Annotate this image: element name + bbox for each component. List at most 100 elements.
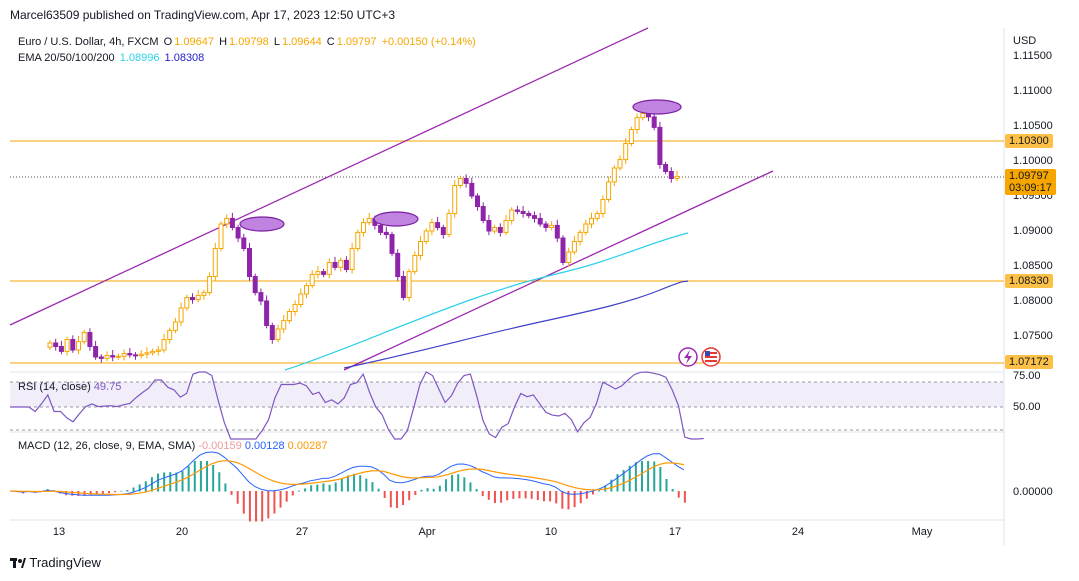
y-tick: 1.09000 bbox=[1013, 225, 1053, 237]
candle-body bbox=[286, 311, 292, 322]
candle-body bbox=[338, 259, 344, 268]
candle-body bbox=[133, 354, 138, 357]
macd-bar bbox=[279, 491, 282, 508]
current-price-value: 1.09797 bbox=[1009, 170, 1049, 182]
candle-body bbox=[389, 234, 395, 254]
candle-body bbox=[492, 227, 498, 232]
macd-histogram bbox=[10, 461, 686, 522]
macd-legend: MACD (12, 26, close, 9, EMA, SMA) -0.001… bbox=[18, 440, 327, 452]
macd-bar bbox=[71, 491, 74, 496]
macd-hist-value: -0.00159 bbox=[198, 440, 242, 452]
candle-body bbox=[81, 332, 87, 343]
macd-bar bbox=[328, 484, 331, 492]
candle-body bbox=[195, 294, 201, 301]
rsi-legend: RSI (14, close) 49.75 bbox=[18, 381, 121, 393]
macd-bar bbox=[114, 491, 117, 493]
candle-body bbox=[258, 292, 264, 302]
channel-lower-line bbox=[343, 170, 774, 371]
candle-body bbox=[663, 164, 669, 172]
close-key: C bbox=[326, 36, 335, 48]
candle-body bbox=[70, 339, 76, 351]
currency-label: USD bbox=[1013, 35, 1037, 47]
rsi-label[interactable]: RSI (14, close) bbox=[18, 381, 91, 393]
candle-body bbox=[309, 273, 315, 287]
candle-body bbox=[172, 321, 178, 331]
x-tick-apr: Apr bbox=[418, 526, 436, 538]
high-value: 1.09798 bbox=[229, 36, 269, 48]
y-tick: 1.08500 bbox=[1013, 260, 1053, 272]
candle-body bbox=[150, 350, 156, 354]
macd-bar bbox=[457, 474, 460, 492]
candle-body bbox=[440, 227, 446, 235]
macd-bar bbox=[310, 485, 313, 492]
candle-body bbox=[429, 222, 435, 232]
y-tick: 1.10500 bbox=[1013, 120, 1053, 132]
candle-body bbox=[514, 209, 520, 212]
candle-body bbox=[167, 329, 173, 340]
candle-body bbox=[190, 297, 195, 301]
candle-body bbox=[657, 126, 663, 165]
candle-body bbox=[127, 353, 133, 356]
macd-bar bbox=[108, 491, 111, 494]
macd-bar bbox=[291, 491, 294, 496]
macd-bar bbox=[181, 471, 184, 492]
macd-bar bbox=[377, 488, 380, 492]
symbol-name[interactable]: Euro / U.S. Dollar, 4h, FXCM bbox=[18, 36, 159, 48]
y-tick: 1.08000 bbox=[1013, 295, 1053, 307]
candle-body bbox=[543, 223, 549, 228]
macd-bar bbox=[346, 475, 349, 492]
candle-body bbox=[110, 355, 116, 358]
y-tick: 1.10000 bbox=[1013, 155, 1053, 167]
rsi-value: 49.75 bbox=[93, 381, 122, 393]
macd-bar bbox=[242, 491, 245, 514]
macd-bar bbox=[402, 491, 405, 506]
macd-bar bbox=[206, 461, 209, 492]
candle-body bbox=[600, 199, 606, 214]
macd-bar bbox=[506, 491, 509, 501]
macd-bar bbox=[322, 483, 325, 492]
macd-bar bbox=[500, 491, 503, 503]
candle-body bbox=[395, 252, 401, 277]
macd-bar bbox=[451, 474, 454, 492]
ema-slow-line bbox=[343, 280, 689, 369]
x-tick-17: 17 bbox=[668, 526, 682, 538]
y-tick: 1.11500 bbox=[1013, 50, 1052, 62]
brand-footer[interactable]: TradingView bbox=[10, 555, 101, 570]
macd-bar bbox=[683, 491, 686, 503]
macd-bar bbox=[542, 491, 545, 502]
lightning-glyph-icon bbox=[684, 350, 692, 364]
candle-body bbox=[178, 307, 184, 323]
macd-bar bbox=[659, 466, 662, 492]
macd-bar bbox=[285, 491, 288, 502]
macd-bar bbox=[640, 461, 643, 492]
candle-body bbox=[121, 353, 127, 357]
macd-bar bbox=[555, 491, 558, 504]
macd-bar bbox=[383, 491, 386, 498]
candle-body bbox=[383, 231, 389, 235]
y-tick: 1.07500 bbox=[1013, 330, 1053, 342]
macd-bar bbox=[530, 491, 533, 499]
macd-bar bbox=[340, 478, 343, 492]
candle-body bbox=[674, 175, 680, 179]
macd-bar bbox=[199, 461, 202, 492]
macd-bar bbox=[132, 487, 135, 492]
candle-body bbox=[201, 292, 207, 296]
ema-label[interactable]: EMA 20/50/100/200 bbox=[18, 52, 115, 64]
macd-bar bbox=[334, 482, 337, 492]
candle-body bbox=[526, 213, 532, 217]
candle-body bbox=[606, 181, 612, 200]
rsi-band bbox=[10, 382, 1004, 407]
macd-bar bbox=[536, 491, 539, 501]
macd-bar bbox=[591, 491, 594, 495]
candle-body bbox=[235, 227, 241, 239]
candle-body bbox=[634, 117, 640, 130]
macd-label[interactable]: MACD (12, 26, close, 9, EMA, SMA) bbox=[18, 440, 196, 452]
macd-bar bbox=[101, 491, 104, 494]
candle-body bbox=[486, 220, 492, 232]
candle-body bbox=[104, 355, 110, 359]
macd-bar bbox=[126, 489, 129, 492]
macd-bar bbox=[438, 485, 441, 492]
candle-body bbox=[58, 346, 64, 352]
